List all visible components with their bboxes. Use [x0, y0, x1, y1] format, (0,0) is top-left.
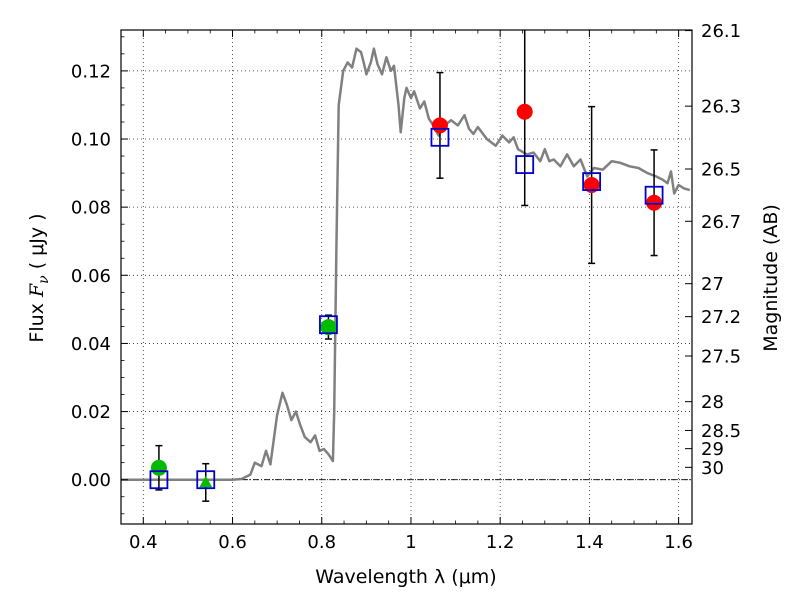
y-tick-label: 0.06 — [71, 266, 111, 287]
x-tick-label: 0.8 — [307, 532, 336, 553]
y-tick-label: 0.04 — [71, 334, 111, 355]
axes-frame — [120, 29, 693, 525]
x-tick-label: 1.6 — [664, 532, 693, 553]
red-circle-marker — [646, 194, 663, 211]
y-tick-label: 0.08 — [71, 198, 111, 219]
y2-tick-label: 27 — [701, 274, 724, 295]
y2-axis-label: Magnitude (AB) — [760, 204, 782, 352]
y-axis-label-unit: ( μJy ) — [26, 213, 48, 275]
red-circle-marker — [431, 117, 448, 134]
green-triangle-marker — [199, 475, 213, 488]
y-tick-label: 0.12 — [71, 61, 111, 82]
open-square-marker — [644, 185, 664, 205]
open-square-marker — [515, 155, 535, 174]
y2-tick-label: 29 — [701, 439, 724, 460]
y-axis-label-symbol: F — [26, 283, 48, 298]
plot-frame — [120, 29, 693, 525]
grid — [121, 30, 692, 524]
open-square-marker — [149, 470, 169, 490]
y2-tick-label: 27.5 — [701, 347, 741, 368]
green-circle-marker — [150, 459, 167, 476]
y-tick-label: 0.00 — [71, 470, 111, 491]
x-tick-label: 0.6 — [218, 532, 247, 553]
open-square-marker — [582, 172, 602, 192]
y-tick-label: 0.10 — [71, 130, 111, 151]
y2-tick-label: 30 — [701, 458, 724, 479]
open-square-marker — [319, 315, 338, 335]
y2-tick-label: 27.2 — [701, 307, 741, 328]
y-axis-label-prefix: Flux — [26, 297, 48, 343]
y2-tick-label: 26.1 — [701, 21, 741, 42]
green-circle-marker — [320, 319, 337, 336]
y-axis-label-subscript: ν — [36, 275, 52, 284]
x-axis-label: Wavelength λ (μm) — [315, 566, 496, 588]
red-circle-marker — [583, 177, 600, 194]
open-square-marker — [430, 127, 450, 147]
y2-tick-label: 28.5 — [701, 421, 741, 442]
error-bars — [155, 30, 658, 502]
x-tick-label: 1.4 — [575, 532, 604, 553]
y2-tick-label: 26.7 — [701, 212, 741, 233]
x-tick-label: 0.4 — [129, 532, 158, 553]
x-tick-label: 1 — [405, 532, 416, 553]
axis-labels: Wavelength λ (μm) Flux Fν ( μJy ) Magnit… — [26, 204, 782, 588]
y2-tick-label: 26.3 — [701, 97, 741, 118]
y2-tick-label: 28 — [701, 392, 724, 413]
y-tick-label: 0.02 — [71, 402, 111, 423]
sed-model — [121, 47, 691, 481]
y-axis-label: Flux Fν ( μJy ) — [26, 213, 52, 342]
open-square-marker — [196, 470, 216, 490]
sed-model-line — [121, 47, 691, 481]
axis-ticks: 0.4 0.6 0.8 1 1.2 1.4 1.6 0.00 0.02 0.04 0.06 0.08 0… — [71, 21, 741, 553]
red-circle-marker — [516, 103, 533, 120]
x-tick-label: 1.2 — [486, 532, 515, 553]
y2-tick-label: 26.5 — [701, 159, 741, 180]
data-markers — [149, 103, 664, 490]
